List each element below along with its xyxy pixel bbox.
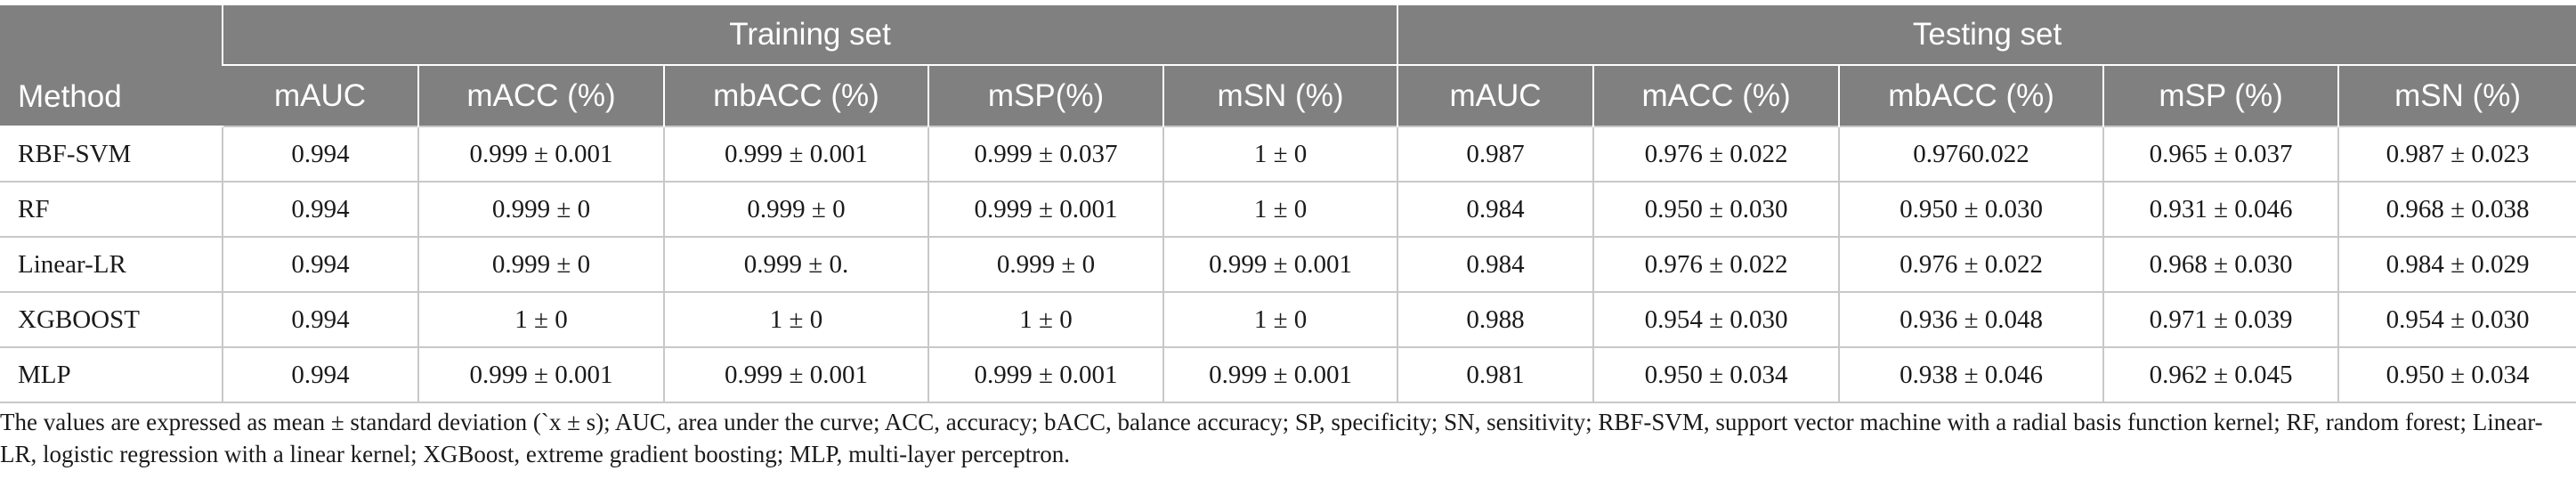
value-cell: 0.999 ± 0.001	[1162, 346, 1398, 403]
value-cell: 0.999 ± 0.001	[663, 126, 928, 182]
metric-header: mSP (%)	[2102, 65, 2339, 126]
value-cell: 0.968 ± 0.038	[2337, 181, 2576, 237]
value-cell: 0.976 ± 0.022	[1592, 236, 1840, 292]
value-cell: 0.954 ± 0.030	[2337, 291, 2576, 347]
value-cell: 0.999 ± 0	[928, 236, 1163, 292]
header-group-row: Method Training set Testing set	[0, 5, 2576, 127]
method-column-header: Method	[0, 5, 223, 127]
method-cell: RBF-SVM	[0, 126, 223, 182]
method-cell: Linear-LR	[0, 236, 223, 292]
metric-header: mAUC	[1397, 65, 1594, 126]
value-cell: 1 ± 0	[928, 291, 1163, 347]
value-cell: 1 ± 0	[1162, 181, 1398, 237]
value-cell: 0.987 ± 0.023	[2337, 126, 2576, 182]
metric-header: mAUC	[223, 65, 418, 126]
value-cell: 0.988	[1397, 291, 1594, 347]
method-cell: RF	[0, 181, 223, 237]
value-cell: 0.994	[222, 236, 418, 292]
testing-set-header: Testing set	[1397, 5, 2576, 66]
value-cell: 0.954 ± 0.030	[1592, 291, 1840, 347]
header-metric-row: mAUC mACC (%) mbACC (%) mSP(%) mSN (%) m…	[0, 65, 2576, 126]
method-cell: XGBOOST	[0, 291, 223, 347]
value-cell: 0.999 ± 0	[663, 181, 928, 237]
value-cell: 0.938 ± 0.046	[1838, 346, 2104, 403]
table-row: MLP 0.994 0.999 ± 0.001 0.999 ± 0.001 0.999 …	[0, 346, 2576, 403]
value-cell: 0.984 ± 0.029	[2337, 236, 2576, 292]
value-cell: 1 ± 0	[1162, 126, 1398, 182]
value-cell: 1 ± 0	[1162, 291, 1398, 347]
training-set-header: Training set	[221, 5, 1398, 66]
metric-header: mACC (%)	[417, 65, 664, 126]
value-cell: 0.999 ± 0.001	[663, 346, 928, 403]
value-cell: 0.994	[222, 126, 418, 182]
value-cell: 0.968 ± 0.030	[2102, 236, 2339, 292]
value-cell: 0.999 ± 0.001	[417, 346, 664, 403]
table-row: Linear-LR 0.994 0.999 ± 0 0.999 ± 0. 0.999 ±…	[0, 236, 2576, 292]
value-cell: 0.999 ± 0	[417, 181, 664, 237]
value-cell: 0.984	[1397, 181, 1594, 237]
table-row: RBF-SVM 0.994 0.999 ± 0.001 0.999 ± 0.001 0.…	[0, 126, 2576, 182]
value-cell: 0.994	[222, 181, 418, 237]
metric-header: mbACC (%)	[663, 65, 928, 126]
metric-header: mSN (%)	[2337, 65, 2576, 126]
value-cell: 0.950 ± 0.030	[1838, 181, 2104, 237]
value-cell: 0.950 ± 0.034	[1592, 346, 1840, 403]
value-cell: 1 ± 0	[663, 291, 928, 347]
value-cell: 0.999 ± 0.001	[1162, 236, 1398, 292]
metric-header: mSP(%)	[928, 65, 1163, 126]
value-cell: 0.994	[222, 291, 418, 347]
value-cell: 0.999 ± 0	[417, 236, 664, 292]
method-cell: MLP	[0, 346, 223, 403]
value-cell: 0.931 ± 0.046	[2102, 181, 2339, 237]
value-cell: 0.9760.022	[1838, 126, 2104, 182]
value-cell: 0.981	[1397, 346, 1594, 403]
table-row: RF 0.994 0.999 ± 0 0.999 ± 0 0.999 ± 0.001 1 …	[0, 181, 2576, 237]
value-cell: 0.999 ± 0.001	[417, 126, 664, 182]
metric-header: mbACC (%)	[1838, 65, 2104, 126]
value-cell: 0.976 ± 0.022	[1838, 236, 2104, 292]
value-cell: 0.987	[1397, 126, 1594, 182]
results-table: Method Training set Testing set mAUC mAC…	[0, 5, 2576, 403]
value-cell: 0.999 ± 0.001	[928, 181, 1163, 237]
value-cell: 0.999 ± 0.	[663, 236, 928, 292]
value-cell: 0.950 ± 0.030	[1592, 181, 1840, 237]
value-cell: 0.994	[222, 346, 418, 403]
value-cell: 0.971 ± 0.039	[2102, 291, 2339, 347]
value-cell: 0.965 ± 0.037	[2102, 126, 2339, 182]
value-cell: 0.950 ± 0.034	[2337, 346, 2576, 403]
value-cell: 0.999 ± 0.001	[928, 346, 1163, 403]
table-footnote: The values are expressed as mean ± stand…	[0, 409, 2543, 467]
metric-header: mSN (%)	[1162, 65, 1398, 126]
value-cell: 0.976 ± 0.022	[1592, 126, 1840, 182]
value-cell: 0.962 ± 0.045	[2102, 346, 2339, 403]
value-cell: 0.936 ± 0.048	[1838, 291, 2104, 347]
value-cell: 1 ± 0	[417, 291, 664, 347]
value-cell: 0.984	[1397, 236, 1594, 292]
value-cell: 0.999 ± 0.037	[928, 126, 1163, 182]
table-header: Method Training set Testing set mAUC mAC…	[0, 5, 2576, 127]
metric-header: mACC (%)	[1592, 65, 1840, 126]
table-body: RBF-SVM 0.994 0.999 ± 0.001 0.999 ± 0.001 0.…	[0, 126, 2576, 403]
